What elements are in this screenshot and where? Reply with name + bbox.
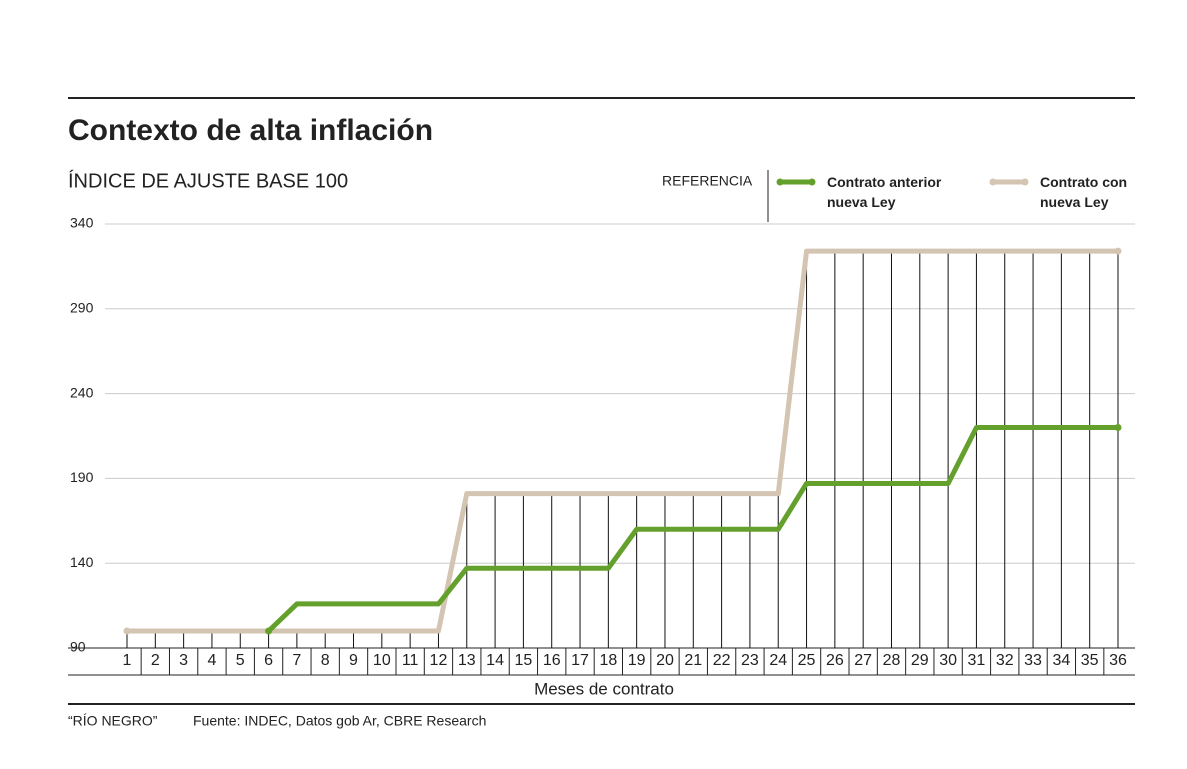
x-tick-label: 33 [1024, 652, 1042, 669]
x-tick-label: 24 [769, 652, 787, 669]
x-tick-label: 28 [883, 652, 901, 669]
y-tick-label: 290 [70, 300, 94, 316]
x-tick-label: 14 [486, 652, 504, 669]
x-tick-label: 10 [373, 652, 391, 669]
x-tick-label: 13 [458, 652, 476, 669]
end-dot [123, 627, 131, 635]
x-tick-label: 20 [656, 652, 674, 669]
series-line [266, 425, 1118, 633]
x-tick-label: 16 [543, 652, 561, 669]
series-line [127, 248, 1118, 634]
x-tick-label: 4 [207, 652, 216, 669]
legend-label: Contrato con nueva Ley [1040, 174, 1128, 210]
end-dot [265, 627, 273, 635]
x-tick-label: 5 [236, 652, 245, 669]
x-tick-label: 17 [571, 652, 589, 669]
y-tick-label: 240 [70, 384, 94, 400]
x-tick-label: 8 [321, 652, 330, 669]
x-tick-label: 26 [826, 652, 844, 669]
x-tick-label: 36 [1109, 652, 1127, 669]
credit: “RÍO NEGRO” [68, 713, 158, 729]
y-tick-label: 140 [70, 554, 94, 570]
legend-dot [989, 178, 997, 186]
x-tick-label: 3 [179, 652, 188, 669]
x-tick-label: 1 [123, 652, 132, 669]
x-tick-label: 2 [151, 652, 160, 669]
legend-dot [776, 178, 784, 186]
legend-dot [1021, 178, 1029, 186]
x-tick-label: 27 [854, 652, 872, 669]
x-tick-label: 30 [939, 652, 957, 669]
legend-label: Contrato anterior nueva Ley [827, 174, 942, 210]
end-dot [1114, 424, 1122, 432]
x-tick-label: 15 [515, 652, 533, 669]
x-tick-label: 21 [684, 652, 702, 669]
x-tick-label: 12 [430, 652, 448, 669]
x-tick-label: 25 [798, 652, 816, 669]
x-tick-label: 29 [911, 652, 929, 669]
x-tick-label: 32 [996, 652, 1014, 669]
x-tick-label: 23 [741, 652, 759, 669]
chart-title: Contexto de alta inflación [68, 114, 433, 147]
y-tick-label: 340 [70, 215, 94, 231]
x-tick-label: 18 [599, 652, 617, 669]
x-tick-label: 35 [1081, 652, 1099, 669]
x-tick-label: 6 [264, 652, 273, 669]
x-tick-label: 31 [968, 652, 986, 669]
y-axis-label: ÍNDICE DE AJUSTE BASE 100 [68, 169, 348, 192]
x-tick-label: 11 [402, 652, 419, 669]
x-tick-label: 7 [292, 652, 301, 669]
x-tick-label: 19 [628, 652, 646, 669]
y-tick-label: 190 [70, 469, 94, 485]
legend-dot [808, 178, 816, 186]
x-tick-label: 34 [1052, 652, 1070, 669]
y-tick-label: 90 [70, 639, 86, 655]
x-axis-label: Meses de contrato [534, 679, 674, 698]
legend-title: REFERENCIA [662, 173, 753, 189]
x-tick-label: 9 [349, 652, 358, 669]
end-dot [1114, 247, 1122, 255]
source: Fuente: INDEC, Datos gob Ar, CBRE Resear… [193, 713, 486, 729]
x-tick-label: 22 [713, 652, 731, 669]
